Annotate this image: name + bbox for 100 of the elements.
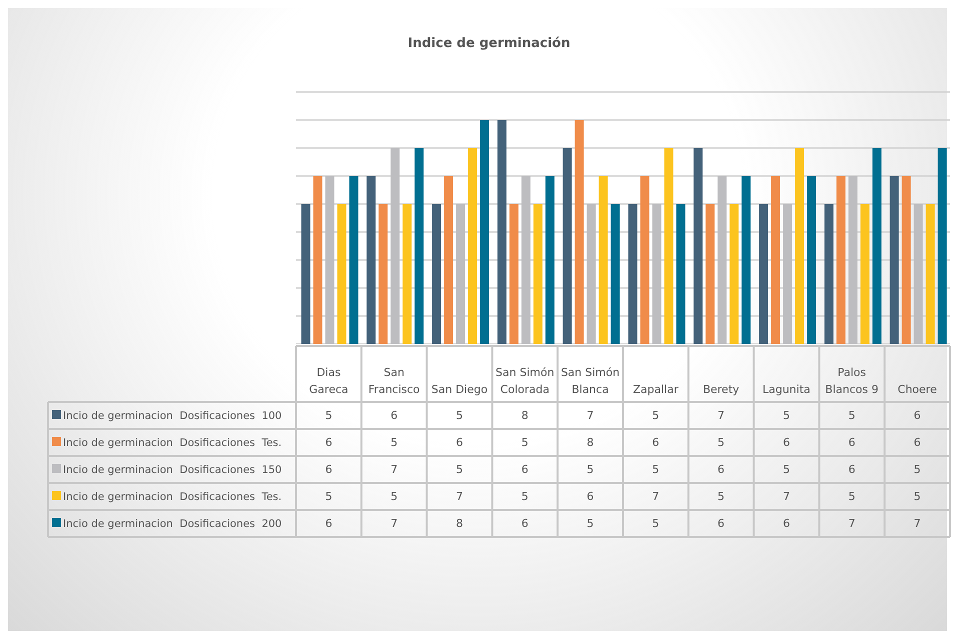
bar xyxy=(694,148,703,344)
data-label: 5 xyxy=(324,408,334,424)
bar xyxy=(890,176,899,344)
bar xyxy=(562,148,572,344)
bar xyxy=(807,176,816,344)
data-label: 7 xyxy=(651,489,660,505)
bar xyxy=(586,204,596,344)
bar xyxy=(872,148,882,344)
data-label: 5 xyxy=(651,408,660,424)
bar xyxy=(664,148,674,344)
legend-label: Incio de germinacion Dosificaciones 100 xyxy=(62,408,283,424)
data-label: 7 xyxy=(716,408,726,424)
bar xyxy=(444,176,454,344)
data-label: 7 xyxy=(390,462,399,478)
data-label: 6 xyxy=(847,462,856,478)
data-label: 5 xyxy=(782,408,791,424)
x-tick-label: Palos Blancos 9 xyxy=(824,365,880,398)
data-label: 7 xyxy=(390,516,399,532)
bar xyxy=(783,204,792,344)
data-label: 6 xyxy=(324,516,334,532)
bar xyxy=(938,148,947,344)
data-label: 7 xyxy=(586,408,595,424)
bar xyxy=(914,204,923,344)
bar xyxy=(759,204,768,344)
data-label: 6 xyxy=(782,516,791,532)
data-label: 5 xyxy=(651,516,660,532)
bar xyxy=(402,204,412,344)
bar xyxy=(771,176,780,344)
bar xyxy=(313,176,322,344)
data-label: 5 xyxy=(586,516,595,532)
bar xyxy=(497,120,506,344)
bar xyxy=(598,176,608,344)
bar xyxy=(718,176,727,344)
data-label: 7 xyxy=(454,489,464,505)
data-label: 5 xyxy=(716,435,726,451)
data-label: 7 xyxy=(912,516,922,532)
bar xyxy=(706,204,715,344)
data-label: 5 xyxy=(454,408,464,424)
bar xyxy=(521,176,530,344)
data-label: 5 xyxy=(390,489,399,505)
bar xyxy=(652,204,662,344)
bar xyxy=(730,204,739,344)
bar xyxy=(795,148,804,344)
data-label: 6 xyxy=(782,435,791,451)
data-label: 6 xyxy=(912,408,922,424)
bar xyxy=(468,148,478,344)
bar xyxy=(574,120,584,344)
bar xyxy=(902,176,911,344)
bar xyxy=(349,176,358,344)
bar xyxy=(533,204,542,344)
x-tick-label: San Simón Colorada xyxy=(494,365,556,398)
bar xyxy=(836,176,846,344)
bar xyxy=(456,204,466,344)
bar xyxy=(390,148,400,344)
bar xyxy=(860,204,870,344)
x-tick-label: Lagunita xyxy=(761,382,812,398)
data-label: 7 xyxy=(847,516,856,532)
data-label: 6 xyxy=(520,516,530,532)
x-tick-label: San Francisco xyxy=(367,365,421,398)
data-label: 5 xyxy=(454,462,464,478)
data-label: 8 xyxy=(520,408,530,424)
bar xyxy=(926,204,935,344)
x-tick-label: Berety xyxy=(702,382,740,398)
bar xyxy=(432,204,442,344)
legend-label: Incio de germinacion Dosificaciones Tes. xyxy=(62,490,283,504)
data-label: 5 xyxy=(390,435,399,451)
data-label: 6 xyxy=(390,408,399,424)
x-tick-label: San Simón Blanca xyxy=(560,365,621,398)
data-label: 6 xyxy=(716,516,726,532)
x-tick-label: Choere xyxy=(896,382,938,398)
data-label: 5 xyxy=(716,489,726,505)
data-label: 7 xyxy=(782,489,791,505)
x-tick-label: Dias Gareca xyxy=(308,365,350,398)
data-label: 6 xyxy=(324,462,334,478)
data-label: 5 xyxy=(520,489,530,505)
data-label: 5 xyxy=(847,489,856,505)
chart-title: Indice de germinación xyxy=(406,28,572,58)
legend-label: Incio de germinacion Dosificaciones Tes. xyxy=(62,436,283,450)
bar xyxy=(545,176,554,344)
bar xyxy=(509,204,518,344)
data-label: 6 xyxy=(454,435,464,451)
bar xyxy=(325,176,334,344)
legend-label: Incio de germinacion Dosificaciones 200 xyxy=(62,516,283,532)
bar xyxy=(640,176,650,344)
data-label: 5 xyxy=(651,462,660,478)
data-label: 8 xyxy=(586,435,595,451)
data-label: 6 xyxy=(324,435,334,451)
data-label: 6 xyxy=(651,435,660,451)
data-label: 5 xyxy=(912,462,922,478)
bar xyxy=(610,204,620,344)
bar xyxy=(676,204,686,344)
bar xyxy=(628,204,638,344)
bar xyxy=(848,176,858,344)
x-tick-label: San Diego xyxy=(430,382,489,398)
data-label: 5 xyxy=(520,435,530,451)
data-label: 8 xyxy=(454,516,464,532)
bar xyxy=(337,204,346,344)
data-label: 6 xyxy=(520,462,530,478)
bar xyxy=(301,204,310,344)
bar xyxy=(414,148,424,344)
